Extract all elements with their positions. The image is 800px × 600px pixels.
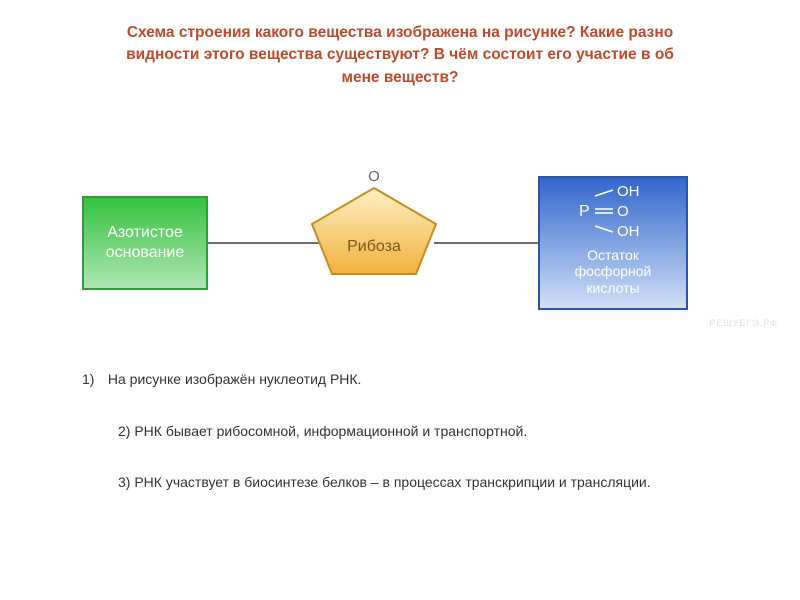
answer-2-num: 2) [118, 423, 130, 439]
pentagon-shape [304, 170, 444, 290]
question-title: Схема стро­е­ния ка­ко­го ве­ще­ства изо… [50, 22, 750, 89]
answer-2: 2) РНК бы­ва­ет ри­бо­сом­ной, ин­фор­ма… [118, 422, 690, 442]
svg-text:OH: OH [617, 223, 640, 236]
phosphate-text: Остаток фосфорной кислоты [575, 247, 652, 295]
answer-1-text: На ри­сун­ке изоб­ражён нук­лео­тид РНК. [108, 371, 362, 387]
svg-text:O: O [617, 203, 629, 220]
watermark: РЕШУЕГЭ.РФ [709, 318, 778, 328]
phosphate-formula-svg: P OH O OH [573, 186, 653, 236]
answer-1: 1) На ри­сун­ке изоб­ражён нук­лео­тид Р… [82, 370, 690, 390]
phosphate-formula: P OH O OH [573, 186, 653, 241]
nucleotide-diagram: Азотистое основание O Рибоза P [0, 170, 800, 330]
ribose-pentagon: O Рибоза [304, 170, 444, 290]
answer-2-text: РНК бы­ва­ет ри­бо­сом­ной, ин­фор­ма­ци… [134, 423, 527, 439]
phos-text-1: Остаток [587, 247, 639, 263]
phos-text-3: кислоты [586, 280, 639, 296]
title-line-2: вид­но­сти этого ве­ще­ства су­ще­ству­ю… [50, 44, 750, 66]
nitrogen-label-2: основание [106, 244, 185, 261]
connector-right [434, 242, 538, 244]
svg-text:P: P [579, 203, 590, 220]
answer-3: 3) РНК участ­ву­ет в био­син­те­зе бел­к… [118, 473, 690, 493]
title-line-3: ме­не ве­ществ? [50, 67, 750, 89]
phos-text-2: фосфорной [575, 263, 652, 279]
nitrogen-base-box: Азотистое основание [82, 196, 208, 290]
answer-3-text: РНК участ­ву­ет в био­син­те­зе бел­ков … [134, 474, 650, 490]
phosphate-box: P OH O OH Остаток фосфорной кислоты [538, 176, 688, 310]
nitrogen-base-label: Азотистое основание [106, 223, 185, 263]
svg-text:OH: OH [617, 186, 640, 200]
answer-1-num: 1) [82, 370, 104, 390]
title-line-1: Схема стро­е­ния ка­ко­го ве­ще­ства изо… [50, 22, 750, 44]
answer-3-num: 3) [118, 474, 130, 490]
nitrogen-label-1: Азотистое [107, 224, 183, 241]
answers-block: 1) На ри­сун­ке изоб­ражён нук­лео­тид Р… [90, 370, 690, 525]
ribose-label: Рибоза [304, 238, 444, 256]
